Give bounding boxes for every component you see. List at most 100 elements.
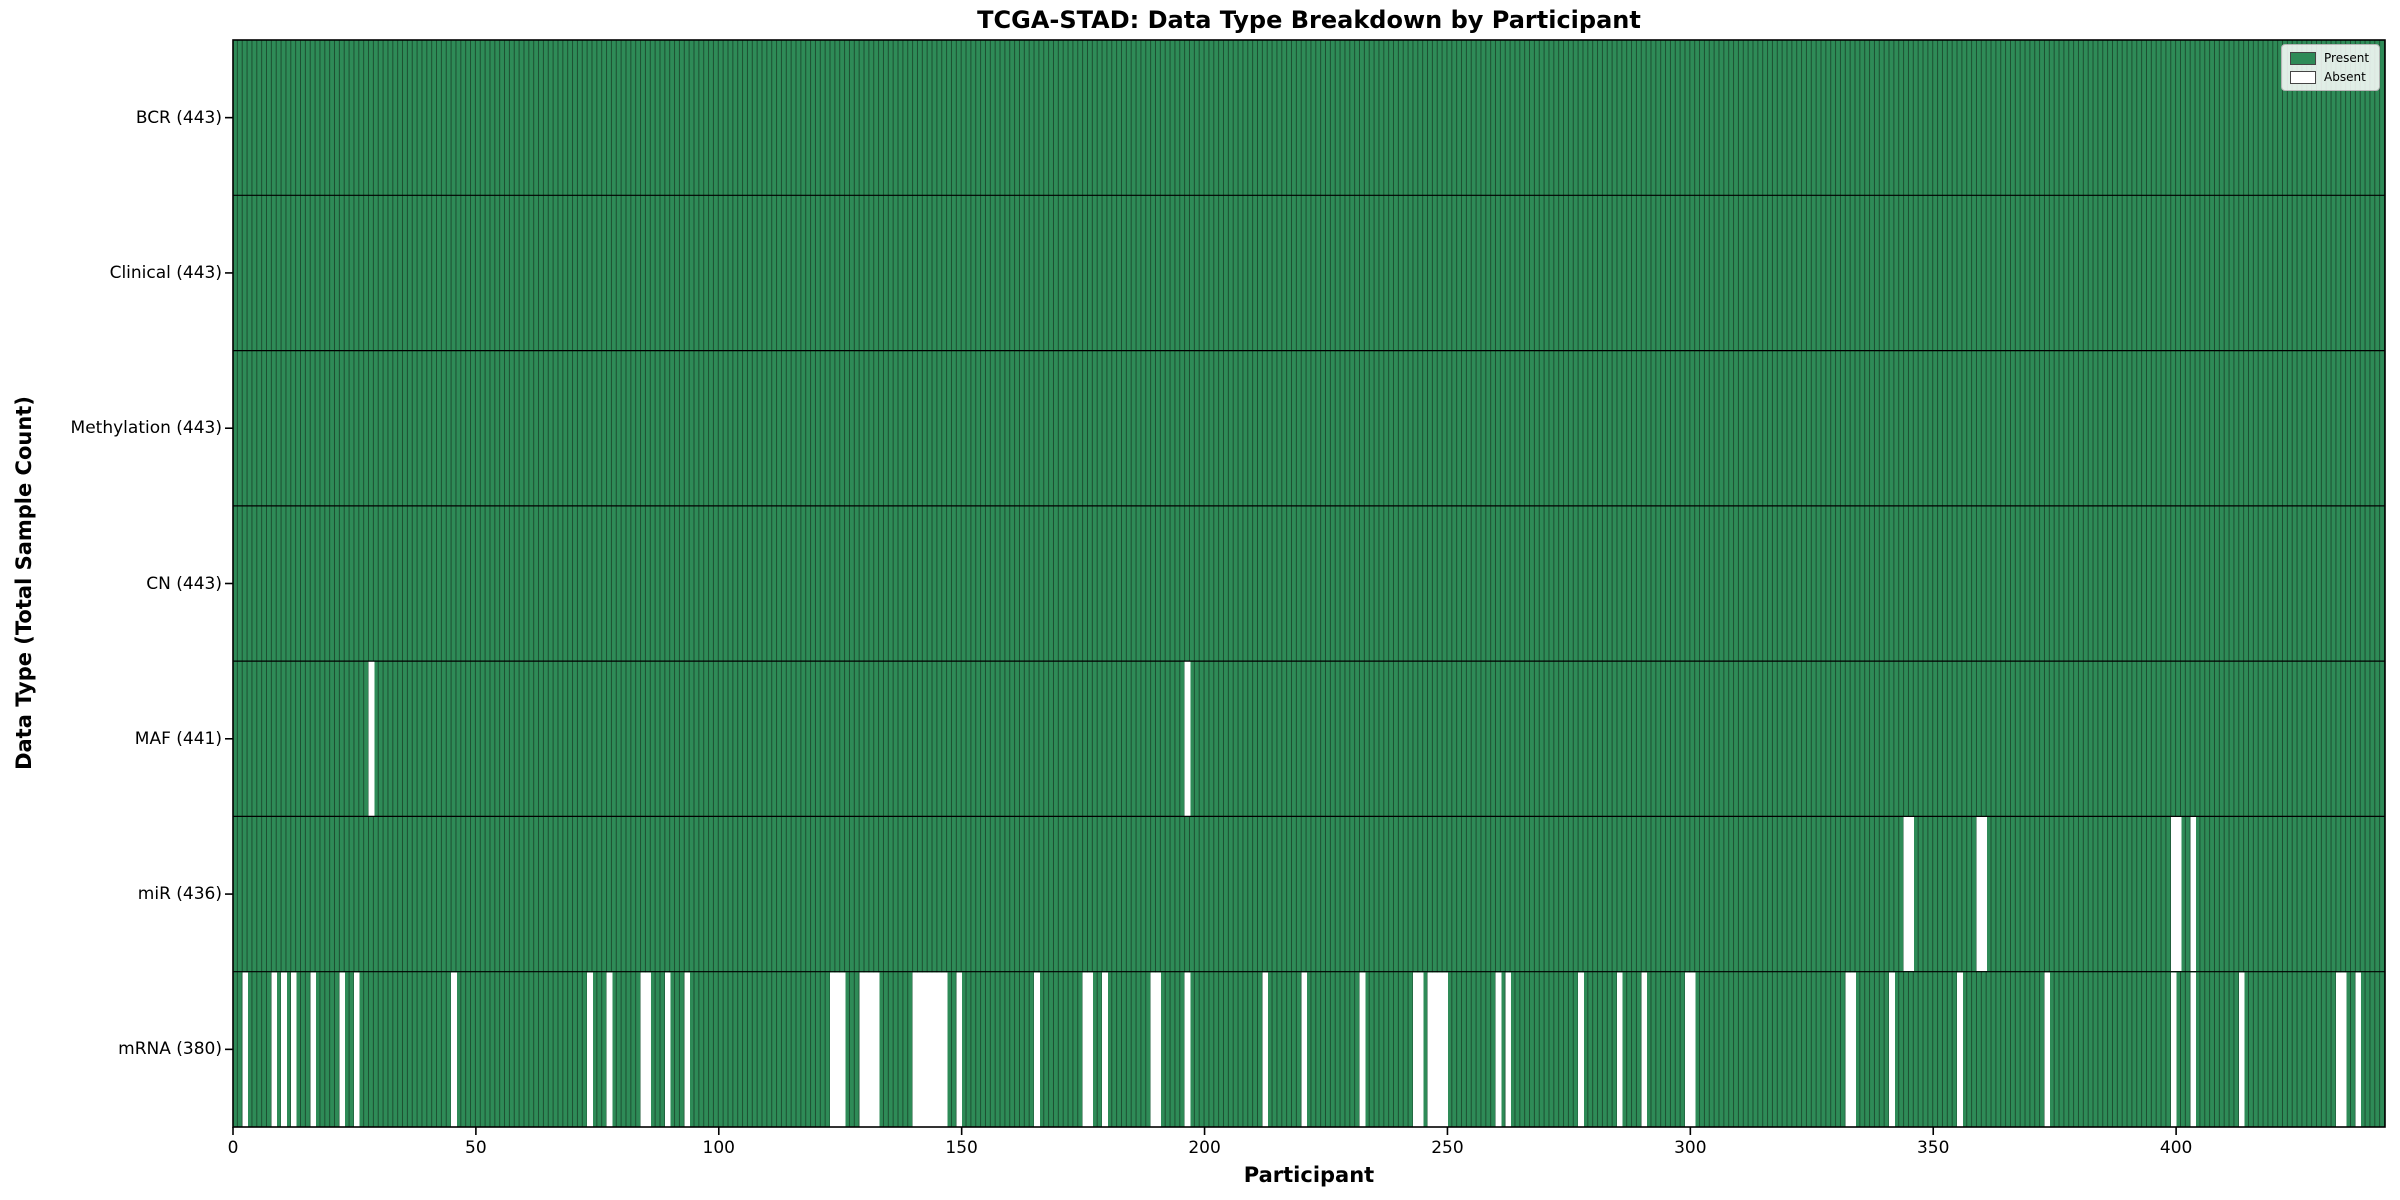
absent-bar-mRNA-129 [859,972,865,1127]
x-tick-label-50: 50 [465,1138,487,1158]
absent-bar-mRNA-149 [956,972,963,1127]
absent-bar-mRNA-285 [1617,972,1623,1127]
absent-bar-mRNA-179 [1102,972,1108,1127]
absent-bar-mRNA-10 [281,972,287,1127]
absent-bar-mRNA-249 [1442,972,1448,1127]
absent-bar-mRNA-220 [1301,972,1307,1127]
absent-bar-mRNA-25 [354,972,360,1127]
absent-bar-MAF-196 [1184,661,1191,816]
absent-bar-mRNA-248 [1437,972,1443,1127]
absent-bar-mRNA-290 [1641,972,1648,1127]
absent-bar-miR-400 [2175,817,2182,972]
absent-bar-mRNA-125 [839,972,846,1127]
absent-bar-mRNA-373 [2044,972,2051,1127]
present-swatch-icon [2290,51,2316,65]
absent-bar-mRNA-85 [645,972,652,1127]
absent-bar-mRNA-141 [917,972,924,1127]
absent-bar-mRNA-232 [1359,972,1366,1127]
y-tick-label-BCR: BCR (443) [135,107,222,128]
x-tick-label-200: 200 [1188,1138,1221,1158]
absent-bar-mRNA-176 [1087,972,1094,1127]
absent-bar-miR-360 [1981,817,1988,972]
absent-bar-mRNA-144 [932,972,938,1127]
absent-bar-mRNA-403 [2190,972,2196,1127]
x-tick-label-150: 150 [945,1138,978,1158]
x-tick-label-400: 400 [2159,1138,2193,1158]
absent-bar-mRNA-433 [2336,972,2342,1127]
legend-item-present: Present [2290,51,2369,65]
absent-swatch-icon [2290,70,2316,84]
absent-bar-mRNA-73 [587,972,593,1127]
legend: Present Absent [2281,44,2381,91]
absent-bar-mRNA-332 [1845,972,1852,1127]
y-tick-label-MAF: MAF (441) [134,728,222,749]
absent-bar-miR-359 [1976,817,1983,972]
absent-bar-mRNA-16 [310,972,316,1127]
absent-bar-miR-403 [2190,817,2196,972]
x-tick-label-250: 250 [1431,1138,1464,1158]
legend-item-absent: Absent [2290,70,2369,84]
absent-bar-mRNA-45 [451,972,457,1127]
absent-bar-mRNA-143 [927,972,933,1127]
absent-bar-mRNA-131 [868,972,875,1127]
absent-bar-mRNA-12 [290,972,297,1127]
absent-bar-miR-345 [1908,817,1915,972]
absent-bar-mRNA-434 [2340,972,2347,1127]
absent-bar-mRNA-2 [242,972,248,1127]
absent-bar-mRNA-140 [912,972,919,1127]
absent-bar-mRNA-146 [941,972,948,1127]
x-axis-title: Participant [1243,1163,1375,1187]
absent-bar-miR-399 [2170,817,2177,972]
absent-bar-mRNA-22 [339,972,346,1127]
absent-bar-mRNA-123 [830,972,836,1127]
absent-bar-mRNA-355 [1957,972,1963,1127]
chart-title: TCGA-STAD: Data Type Breakdown by Partic… [977,6,1641,34]
absent-bar-mRNA-196 [1184,972,1191,1127]
absent-bar-mRNA-399 [2170,972,2177,1127]
absent-bar-mRNA-247 [1432,972,1439,1127]
absent-bar-mRNA-175 [1082,972,1089,1127]
y-tick-label-CN: CN (443) [146,573,222,594]
absent-bar-mRNA-333 [1850,972,1856,1127]
absent-bar-mRNA-189 [1150,972,1157,1127]
y-tick-label-mRNA: mRNA (380) [118,1039,222,1060]
legend-label-present: Present [2324,51,2370,65]
absent-bar-mRNA-437 [2355,972,2362,1127]
absent-bar-mRNA-299 [1685,972,1691,1127]
absent-bar-mRNA-124 [834,972,841,1127]
absent-bar-mRNA-142 [922,972,929,1127]
absent-bar-mRNA-8 [271,972,278,1127]
absent-bar-mRNA-243 [1413,972,1419,1127]
absent-bar-miR-344 [1903,817,1910,972]
absent-bar-mRNA-130 [864,972,870,1127]
absent-bar-mRNA-300 [1689,972,1696,1127]
absent-bar-mRNA-132 [873,972,880,1127]
absent-bar-mRNA-246 [1427,972,1434,1127]
absent-bar-mRNA-190 [1155,972,1162,1127]
legend-label-absent: Absent [2324,70,2366,84]
x-tick-label-300: 300 [1674,1138,1707,1158]
y-tick-label-miR: miR (436) [137,884,222,905]
absent-bar-mRNA-145 [936,972,943,1127]
absent-bar-mRNA-244 [1417,972,1424,1127]
x-tick-label-350: 350 [1916,1138,1950,1158]
absent-bar-mRNA-277 [1578,972,1584,1127]
absent-bar-mRNA-165 [1034,972,1040,1127]
absent-bar-mRNA-84 [640,972,647,1127]
absent-bar-mRNA-262 [1505,972,1511,1127]
absent-bar-mRNA-93 [684,972,691,1127]
absent-bar-mRNA-212 [1262,972,1269,1127]
present-field [233,40,2385,1127]
absent-bar-mRNA-341 [1889,972,1895,1127]
y-tick-label-Methylation: Methylation (443) [70,418,222,439]
x-tick-label-100: 100 [702,1138,735,1158]
x-tick-label-0: 0 [227,1138,239,1158]
absent-bar-mRNA-260 [1495,972,1502,1127]
absent-bar-mRNA-77 [606,972,613,1127]
y-tick-label-Clinical: Clinical (443) [109,262,222,283]
absent-bar-mRNA-89 [664,972,671,1127]
absent-bar-MAF-28 [368,661,375,816]
absent-bar-mRNA-413 [2238,972,2245,1127]
